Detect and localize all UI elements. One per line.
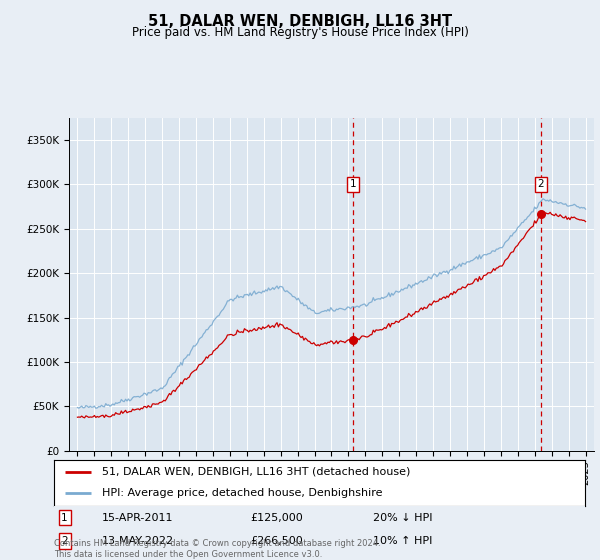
Text: 15-APR-2011: 15-APR-2011	[102, 512, 173, 522]
Text: 51, DALAR WEN, DENBIGH, LL16 3HT (detached house): 51, DALAR WEN, DENBIGH, LL16 3HT (detach…	[102, 466, 410, 477]
Text: 13-MAY-2022: 13-MAY-2022	[102, 536, 174, 546]
Text: £125,000: £125,000	[250, 512, 303, 522]
Text: Contains HM Land Registry data © Crown copyright and database right 2024.
This d: Contains HM Land Registry data © Crown c…	[54, 539, 380, 559]
Text: £266,500: £266,500	[250, 536, 303, 546]
Text: 51, DALAR WEN, DENBIGH, LL16 3HT: 51, DALAR WEN, DENBIGH, LL16 3HT	[148, 14, 452, 29]
Text: 20% ↓ HPI: 20% ↓ HPI	[373, 512, 432, 522]
Text: Price paid vs. HM Land Registry's House Price Index (HPI): Price paid vs. HM Land Registry's House …	[131, 26, 469, 39]
Text: 1: 1	[61, 512, 68, 522]
Text: HPI: Average price, detached house, Denbighshire: HPI: Average price, detached house, Denb…	[102, 488, 382, 498]
Text: 2: 2	[538, 179, 544, 189]
Text: 1: 1	[350, 179, 356, 189]
Text: 10% ↑ HPI: 10% ↑ HPI	[373, 536, 432, 546]
Text: 2: 2	[61, 536, 68, 546]
